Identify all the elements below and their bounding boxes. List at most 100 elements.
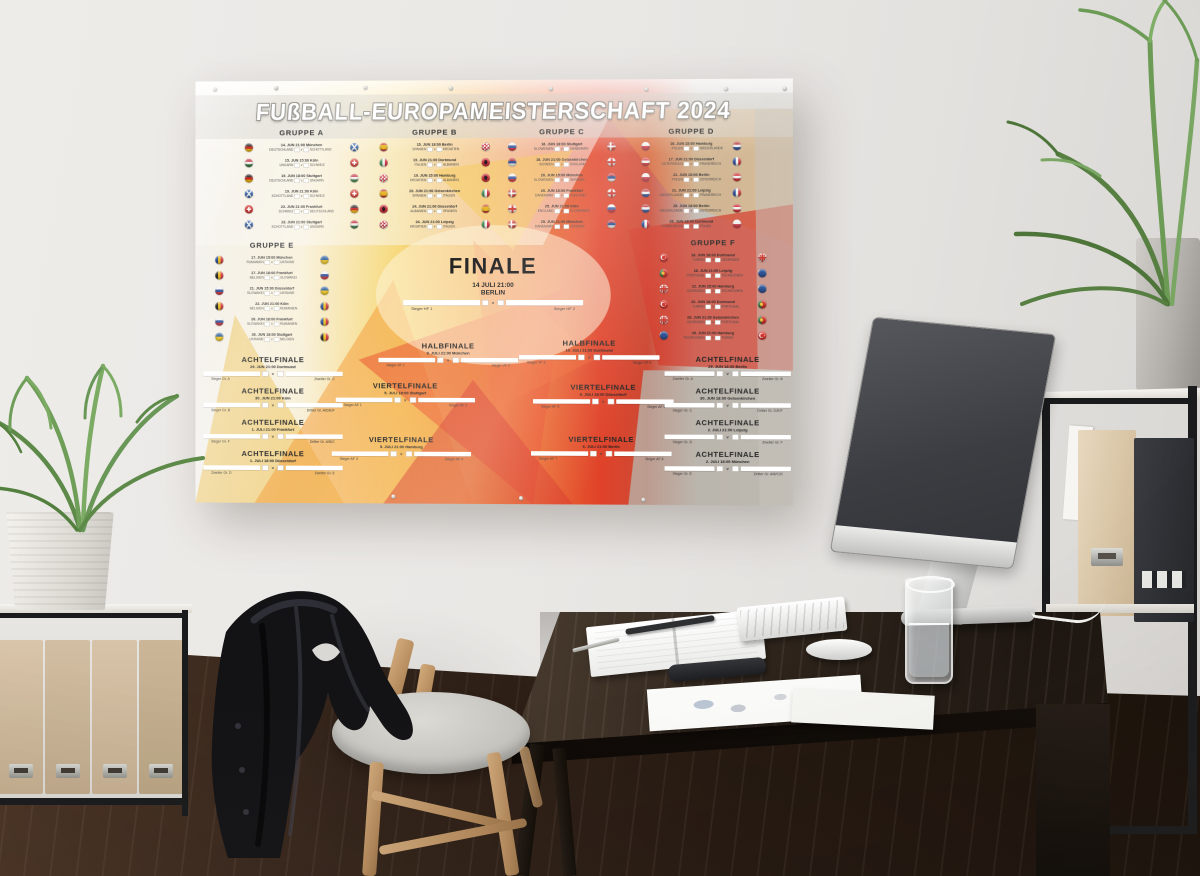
away-flag-icon: [757, 331, 767, 340]
match-date: 19. JUN 21:00 Köln: [284, 188, 319, 194]
away-team: DEUTSCHLAND: [309, 209, 334, 214]
away-flag-icon: [757, 253, 767, 262]
match-date: 24. JUN 21:00 Leipzig: [415, 219, 454, 225]
score-box: [427, 193, 433, 199]
viertelfinale-block: VIERTELFINALE 5. JULI 21:00 Hamburg v Si…: [331, 435, 472, 461]
match-date: 17. JUN 21:00 Düsseldorf: [668, 156, 714, 162]
away-flag-icon: [757, 315, 767, 325]
away-team: ALBANIEN: [442, 163, 459, 167]
group-match-row: 22. JUN 21:00 Köln BELGIEN v RUMÄNIEN: [215, 298, 329, 313]
score-box: [436, 224, 442, 230]
group-match-row: 18. JUN 21:00 Leipzig PORTUGAL v TSCHECHIE…: [659, 265, 767, 281]
score-box: [693, 193, 699, 198]
home-team: RUMÄNIEN: [246, 260, 264, 265]
finale-date: 14 JULI 21:00: [472, 280, 514, 289]
score-box: [436, 178, 442, 183]
home-flag-icon: [641, 219, 650, 229]
water-glass: [905, 576, 955, 684]
home-flag-icon: [379, 204, 388, 214]
home-team: SPANIEN: [412, 147, 427, 152]
home-team: DEUTSCHLAND: [269, 179, 294, 183]
score-box: [294, 178, 300, 184]
mounting-pin-icon: [724, 86, 729, 91]
away-team: TSCHECHIEN: [721, 273, 743, 278]
score-box: [693, 161, 699, 167]
home-flag-icon: [244, 174, 254, 183]
score-box: [705, 335, 712, 341]
white-plant-pot: [6, 512, 114, 610]
score-box: [563, 193, 570, 198]
group-f-panel: GRUPPE F 18. JUN 18:00 Dortmund TÜRKEI v G…: [659, 239, 767, 344]
home-flag-icon: [379, 220, 388, 229]
home-team: SCHOTTLAND: [271, 194, 294, 199]
score-box: [563, 224, 570, 229]
home-flag-icon: [659, 315, 669, 325]
group-match-row: 26. JUN 18:00 Stuttgart UKRAINE v BELGIEN: [215, 329, 329, 345]
home-team: SCHWEIZ: [278, 209, 294, 214]
match-date: 20. JUN 21:00 Gelsenkirchen: [409, 188, 461, 194]
home-flag-icon: [215, 286, 224, 295]
achtelfinale-left-column: ACHTELFINALE 29. JUN 21:00 Dortmund v Si…: [203, 356, 343, 476]
match-date: 18. JUN 21:00 Leipzig: [693, 268, 733, 273]
group-match-row: 21. JUN 18:00 Berlin POLEN v ÖSTERREICH: [641, 169, 742, 185]
group-match-row: 21. JUN 21:00 Leipzig NIEDERLANDE v FRANKR…: [641, 185, 742, 201]
home-flag-icon: [215, 317, 224, 326]
monitor-chin: [830, 525, 1017, 569]
score-box: [714, 273, 721, 278]
gray-plant-pot: [1136, 238, 1200, 394]
score-box: [705, 304, 712, 310]
home-team: SPANIEN: [412, 194, 427, 198]
match-date: 25. JUN 18:00 Dortmund: [669, 219, 714, 224]
score-box: [303, 193, 309, 199]
match-date: 21. JUN 15:00 Düsseldorf: [249, 286, 295, 291]
score-box: [563, 177, 570, 183]
wooden-chair: [190, 580, 555, 876]
away-team: SCHWEIZ: [309, 194, 325, 198]
match-date: 26. JUN 18:00 Stuttgart: [251, 332, 293, 337]
home-team: UKRAINE: [249, 337, 264, 342]
score-box: [264, 337, 271, 342]
score-box: [427, 209, 433, 214]
score-box: [273, 291, 280, 296]
match-date: 17. JUN 15:00 München: [251, 255, 293, 260]
group-match-row: 26. JUN 18:00 Frankfurt SLOWAKEI v RUMÄNIE…: [215, 314, 329, 329]
group-match-row: 26. JUN 21:00 Hamburg TSCHECHIEN v TÜRKEI: [659, 328, 767, 344]
magazine-file-beige: [1078, 430, 1136, 616]
away-team: ÖSTERREICH: [699, 209, 722, 213]
score-box: [554, 162, 560, 167]
score-box: [563, 146, 570, 152]
magazine-file-black: [1134, 438, 1194, 622]
home-flag-icon: [641, 204, 650, 213]
group-match-row: 19. JUN 21:00 Köln SCHOTTLAND v SCHWEIZ: [244, 186, 359, 202]
away-flag-icon: [350, 220, 359, 229]
group-e-panel: GRUPPE E 17. JUN 15:00 München RUMÄNIEN v…: [215, 241, 329, 345]
home-flag-icon: [215, 271, 224, 280]
away-team: UNGARN: [309, 178, 324, 183]
match-date: 22. JUN 21:00 Köln: [255, 301, 289, 306]
home-flag-icon: [507, 188, 517, 198]
group-match-row: 21. JUN 15:00 Düsseldorf SLOWAKEI v UKRAIN…: [215, 283, 329, 298]
score-box: [303, 163, 309, 168]
away-flag-icon: [607, 142, 616, 151]
away-flag-icon: [757, 284, 767, 294]
score-box: [436, 209, 442, 214]
away-team: KROATIEN: [442, 147, 460, 152]
mounting-pin-icon: [213, 87, 218, 92]
mounting-pin-icon: [391, 494, 396, 499]
away-flag-icon: [350, 142, 359, 152]
score-box: [427, 178, 433, 183]
away-team: ALBANIEN: [442, 178, 459, 183]
home-team: UNGARN: [279, 163, 294, 168]
finale-venue: BERLIN: [480, 288, 506, 297]
home-team: ÖSTERREICH: [661, 162, 683, 166]
away-team: DÄNEMARK: [570, 147, 589, 151]
away-flag-icon: [350, 189, 359, 198]
home-team: DÄNEMARK: [535, 193, 554, 198]
match-date: 26. JUN 21:00 Hamburg: [691, 330, 735, 336]
storage-box: [139, 640, 183, 794]
away-flag-icon: [481, 173, 491, 183]
score-box: [273, 321, 280, 327]
score-box: [714, 257, 721, 263]
score-box: [303, 209, 309, 214]
